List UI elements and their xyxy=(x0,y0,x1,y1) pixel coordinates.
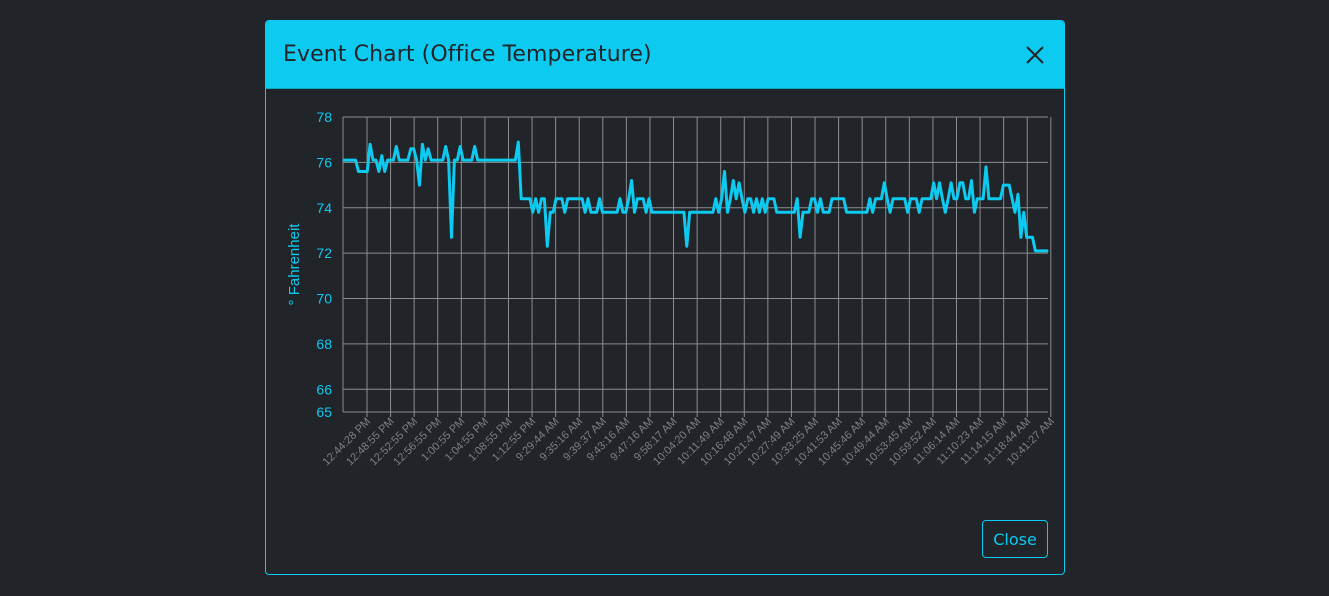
y-tick-label: 78 xyxy=(316,109,332,125)
y-tick-label: 65 xyxy=(316,404,332,420)
close-button[interactable]: Close xyxy=(982,520,1048,558)
y-tick-label: 70 xyxy=(316,291,332,307)
y-tick-label: 72 xyxy=(316,245,332,261)
close-icon[interactable] xyxy=(1022,42,1048,68)
y-tick-label: 76 xyxy=(316,154,332,170)
y-tick-label: 66 xyxy=(316,381,332,397)
series-line xyxy=(342,140,1049,253)
event-chart-modal: Event Chart (Office Temperature) 78 76 74 7… xyxy=(265,20,1065,575)
y-axis-title: ° Fahrenheit xyxy=(286,223,303,306)
close-icon-glyph xyxy=(1026,45,1044,64)
y-tick-label: 68 xyxy=(316,336,332,352)
temperature-chart: 78 76 74 72 70 68 66 65 12:44:28 PM 12:48:55 PM 12… xyxy=(266,89,1064,489)
y-tick-label: 74 xyxy=(316,200,332,216)
modal-header: Event Chart (Office Temperature) xyxy=(266,21,1064,89)
modal-title: Event Chart (Office Temperature) xyxy=(283,42,652,67)
